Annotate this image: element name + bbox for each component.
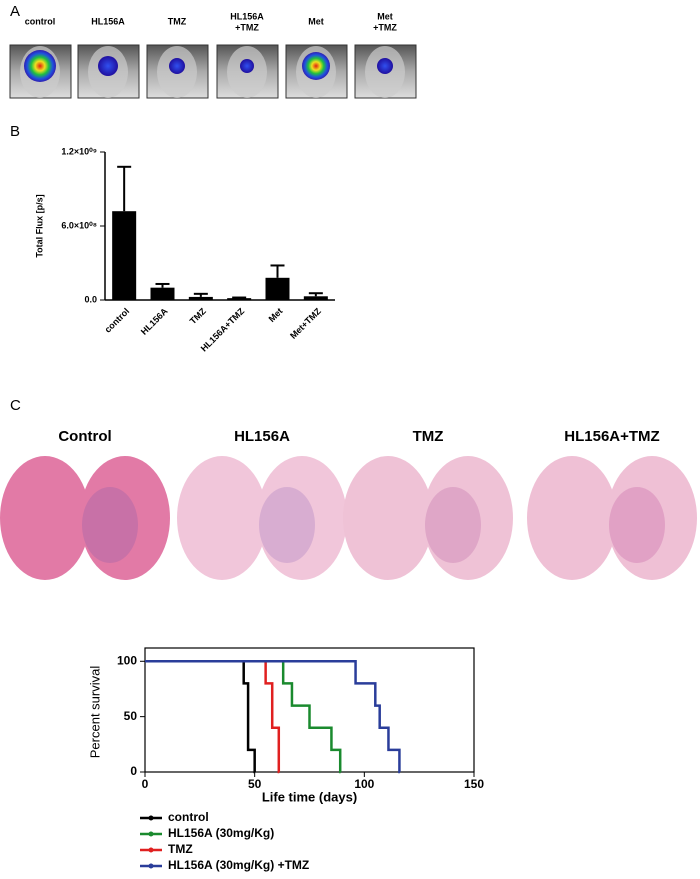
- section-label: TMZ: [413, 428, 444, 445]
- brain-lobe: [343, 456, 433, 580]
- panel-c: Control HL156A TMZ HL156A+TMZ: [0, 428, 697, 580]
- tumor: [82, 487, 138, 563]
- x-tick-label: 50: [248, 777, 262, 791]
- y-axis-title: Percent survival: [87, 666, 102, 759]
- survival-line: [145, 660, 401, 774]
- bar: [227, 298, 252, 300]
- bar: [150, 287, 175, 300]
- y-axis-title: Total Flux [p/s]: [34, 194, 44, 257]
- signal: [302, 52, 330, 80]
- legend-marker: [148, 847, 154, 853]
- signal: [169, 58, 185, 74]
- image-label: Met: [377, 11, 393, 21]
- x-tick-label: HL156A: [139, 306, 170, 337]
- legend-marker: [148, 815, 154, 821]
- legend-marker: [148, 863, 154, 869]
- x-tick-label: control: [103, 306, 132, 335]
- section-label: HL156A: [234, 428, 290, 445]
- legend-label: TMZ: [168, 842, 193, 856]
- x-tick-label: Met+TMZ: [288, 306, 323, 341]
- bar-chart: Total Flux [p/s] 0.0 6.0×10⁰⁸ 1.2×10⁰⁹ contr…: [34, 146, 335, 354]
- signal: [98, 56, 118, 76]
- y-tick-label: 50: [124, 709, 138, 723]
- legend-label: HL156A (30mg/Kg) +TMZ: [168, 858, 309, 872]
- survival-line: [145, 660, 256, 774]
- tumor: [425, 487, 481, 563]
- brain-lobe: [0, 456, 90, 580]
- plot-frame: [144, 647, 475, 773]
- bar: [112, 211, 137, 300]
- bar: [265, 277, 290, 300]
- legend-label: HL156A (30mg/Kg): [168, 826, 274, 840]
- y-tick-label: 1.2×10⁰⁹: [61, 146, 97, 156]
- brain-lobe: [177, 456, 267, 580]
- panel-label: B: [10, 123, 20, 140]
- survival-line: [145, 660, 342, 774]
- x-tick-label: 0: [142, 777, 149, 791]
- survival-chart: Percent survival Life time (days) 0 50 100 0 5…: [87, 647, 484, 872]
- image-label: +TMZ: [373, 22, 397, 32]
- x-tick-label: TMZ: [188, 306, 209, 327]
- image-label: TMZ: [168, 16, 187, 26]
- y-tick-label: 100: [117, 653, 137, 667]
- image-label: HL156A: [91, 16, 125, 26]
- panel-label: C: [10, 397, 21, 414]
- y-tick-label: 0.0: [84, 294, 97, 304]
- signal: [377, 58, 393, 74]
- x-axis-title: Life time (days): [262, 789, 357, 804]
- signal: [240, 59, 254, 73]
- bar: [188, 296, 213, 300]
- y-tick-label: 6.0×10⁰⁸: [61, 220, 97, 230]
- image-label: HL156A: [230, 11, 264, 21]
- section-label: HL156A+TMZ: [564, 428, 659, 445]
- x-tick-label: Met: [267, 306, 285, 324]
- x-tick-label: 150: [464, 777, 484, 791]
- image-label: control: [25, 16, 56, 26]
- brain-lobe: [527, 456, 617, 580]
- section-label: Control: [58, 428, 111, 445]
- tumor: [259, 487, 315, 563]
- tumor: [609, 487, 665, 563]
- survival-line: [145, 660, 281, 774]
- panel-label: A: [10, 3, 20, 20]
- x-tick-label: 100: [354, 777, 374, 791]
- legend-marker: [148, 831, 154, 837]
- image-label: +TMZ: [235, 22, 259, 32]
- bar: [303, 296, 328, 300]
- legend-label: control: [168, 810, 209, 824]
- y-tick-label: 0: [130, 764, 137, 778]
- image-label: Met: [308, 16, 324, 26]
- signal: [24, 50, 56, 82]
